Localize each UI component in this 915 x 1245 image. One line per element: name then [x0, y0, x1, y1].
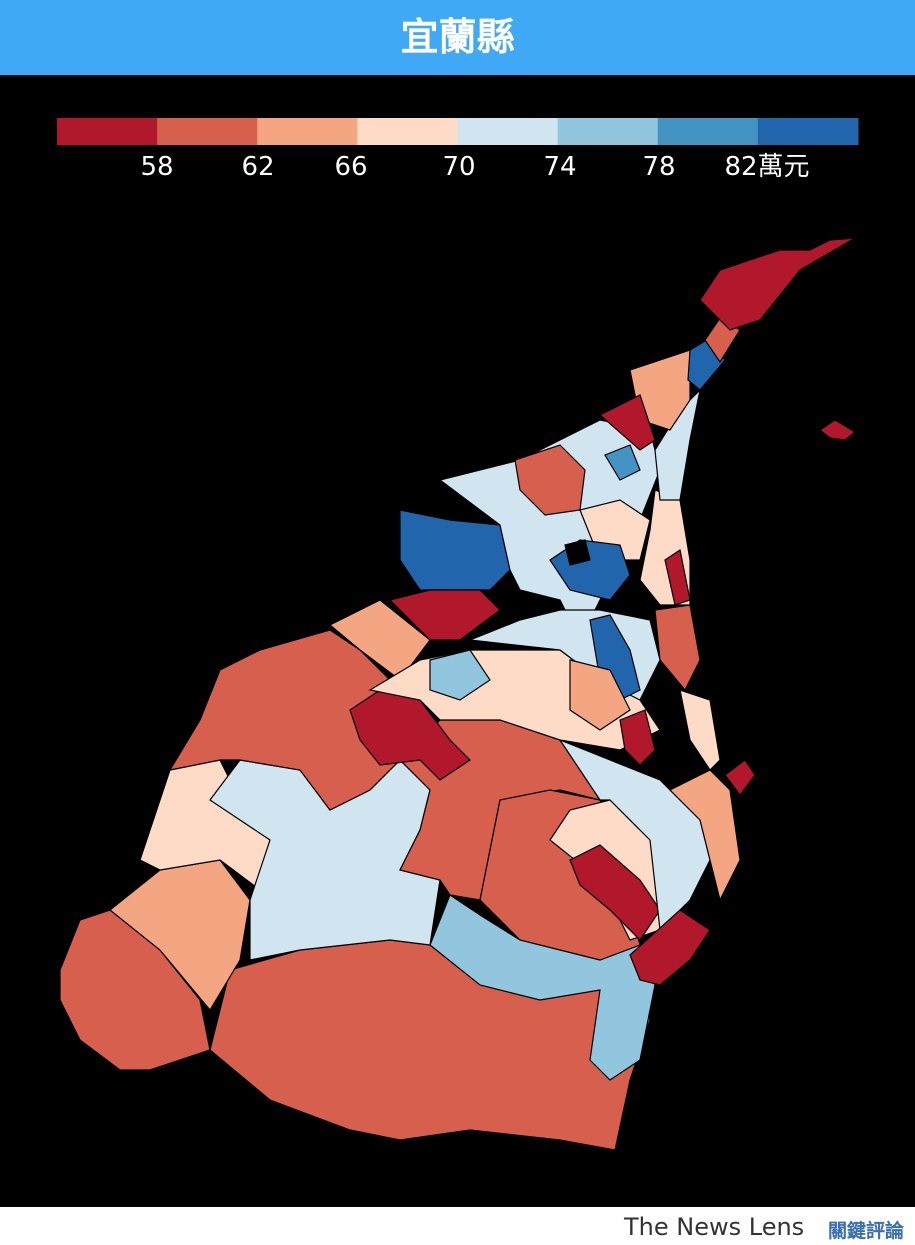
title-bar: 宜蘭縣 [0, 0, 915, 75]
region [564, 539, 591, 566]
legend-label: 62 [241, 152, 274, 182]
legend-label: 66 [334, 152, 367, 182]
region [429, 894, 656, 1081]
legend-swatch [757, 118, 859, 145]
legend-label: 82萬元 [724, 152, 809, 182]
legend-swatch [257, 118, 358, 145]
region [629, 909, 711, 986]
region [664, 549, 691, 606]
legend-swatch [57, 118, 158, 145]
island [818, 419, 857, 441]
legend-label: 70 [442, 152, 475, 182]
brand: The News Lens [624, 1213, 805, 1241]
footer: The News Lens 關鍵評論 [0, 1207, 915, 1245]
legend-label: 74 [543, 152, 576, 182]
region [399, 509, 511, 591]
region [699, 237, 856, 331]
legend-swatch [357, 118, 458, 145]
legend-swatch [157, 118, 258, 145]
region [668, 769, 741, 902]
region [619, 709, 656, 766]
map: 58 62 66 70 74 78 82萬元 [0, 75, 915, 1207]
regions [59, 237, 857, 1151]
region [604, 444, 641, 481]
region [59, 909, 211, 1071]
brand-zh: 關鍵評論 [828, 1220, 905, 1242]
region [569, 844, 661, 941]
legend-swatch [657, 118, 759, 145]
region [328, 599, 431, 681]
region [569, 659, 631, 731]
region [724, 759, 756, 796]
region [654, 604, 701, 692]
legend: 58 62 66 70 74 78 82萬元 [57, 118, 859, 182]
region [429, 649, 491, 701]
legend-label: 58 [140, 152, 173, 182]
region [558, 738, 711, 932]
legend-label: 78 [642, 152, 675, 182]
title: 宜蘭縣 [400, 15, 515, 59]
region [598, 394, 656, 451]
legend-swatch [557, 118, 659, 145]
legend-swatch [457, 118, 559, 145]
region [679, 689, 721, 771]
